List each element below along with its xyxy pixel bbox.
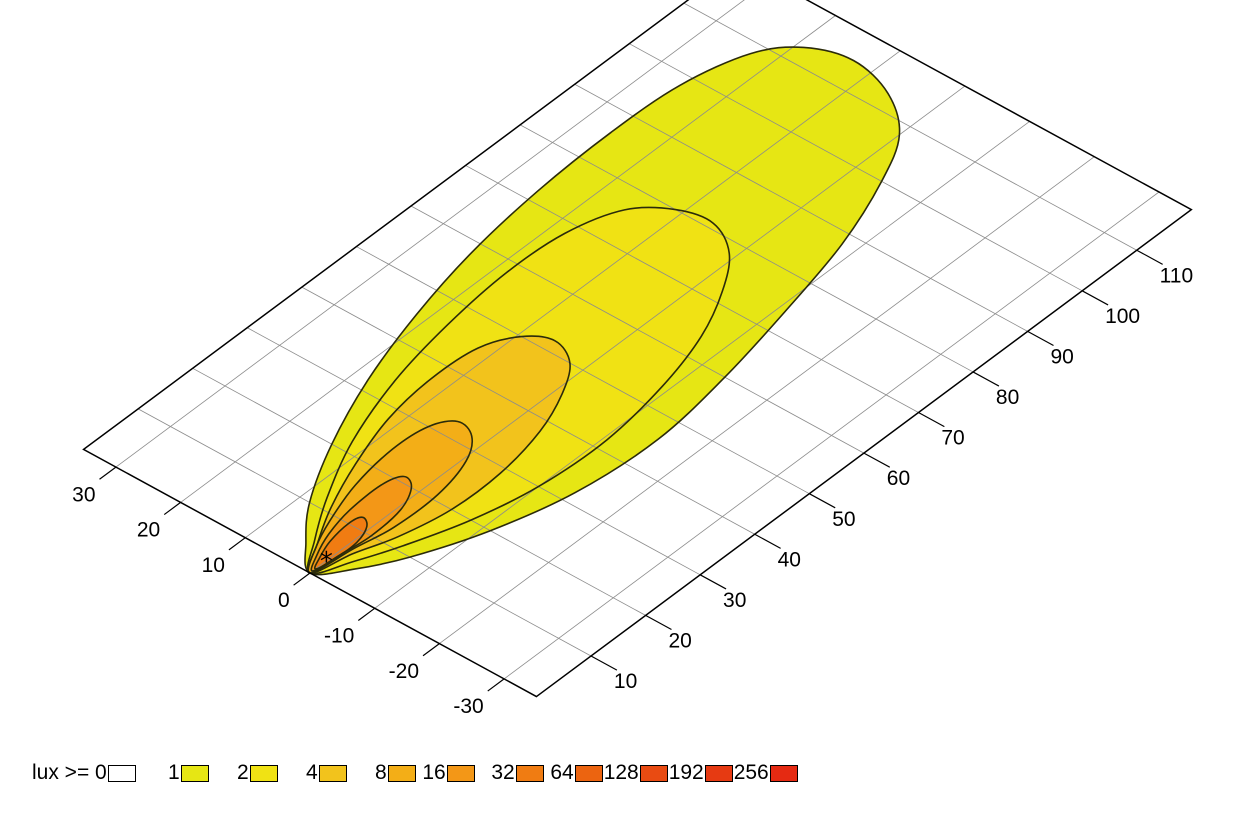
grid-line-y-0	[309, 85, 966, 574]
contour-line-32	[313, 516, 368, 570]
x-tick-40	[754, 533, 781, 549]
legend-label: 256	[733, 761, 769, 784]
legend-item: 16	[416, 761, 475, 785]
y-tick--30	[487, 678, 505, 692]
legend-swatch	[318, 764, 347, 782]
y-tick-30	[99, 466, 117, 480]
legend-item: 2	[209, 761, 278, 785]
grid-line-y-20	[180, 15, 836, 503]
grid-line-y-10	[245, 50, 901, 539]
y-tick-label: 10	[202, 554, 225, 577]
x-tick-90	[1027, 330, 1054, 347]
legend-swatch	[769, 764, 798, 782]
legend-swatch	[180, 764, 209, 782]
y-tick-label: 30	[72, 483, 95, 506]
x-tick-label: 80	[996, 386, 1019, 409]
legend-swatch	[704, 764, 733, 782]
x-tick-label: 20	[668, 630, 691, 653]
grid-line-y--30	[503, 191, 1160, 680]
grid-line-y--10	[374, 121, 1030, 609]
x-tick-100	[1081, 290, 1109, 306]
x-tick-20	[645, 614, 672, 631]
legend-item: 4	[278, 761, 347, 785]
legend-swatch-zero	[107, 764, 136, 782]
x-tick-label: 70	[941, 427, 964, 450]
legend-label: 128	[603, 761, 639, 784]
legend-label: 4	[306, 761, 318, 784]
x-tick-10	[590, 655, 618, 671]
contour-fill-32	[314, 517, 368, 569]
legend-label: 1	[168, 761, 180, 784]
x-tick-30	[699, 574, 727, 590]
grid-lines	[83, 0, 1192, 697]
legend-item: 64	[544, 761, 603, 785]
contour-line-2	[306, 206, 731, 575]
legend-swatch	[446, 764, 475, 782]
legend-item: 1	[136, 761, 209, 785]
source-marker-symbol: *	[320, 547, 333, 577]
legend-label: 64	[550, 761, 574, 784]
axes	[82, 0, 1193, 698]
plot-frame	[82, 0, 1193, 698]
legend-item: 256	[733, 761, 798, 785]
legend-label: 16	[422, 761, 446, 784]
x-tick-label: 10	[614, 670, 637, 693]
x-tick-80	[972, 371, 1000, 387]
contour-line-16	[310, 475, 413, 572]
contour-line-8	[306, 420, 474, 574]
y-tick--10	[357, 607, 376, 621]
y-tick-0	[293, 572, 311, 586]
x-tick-label: 30	[723, 589, 746, 612]
legend-item: 128	[603, 761, 668, 785]
legend-swatch	[249, 764, 278, 782]
legend-swatch	[639, 764, 668, 782]
y-tick-label: -30	[453, 695, 483, 718]
y-tick-20	[163, 501, 181, 516]
legend: lux >= 0 1 2 4 8 16 32 64 128 192 256	[32, 760, 798, 786]
x-tick-110	[1136, 249, 1163, 265]
x-tick-label: 90	[1051, 345, 1074, 368]
legend-label: 8	[375, 761, 387, 784]
legend-label: 2	[237, 761, 249, 784]
y-tick-10	[228, 537, 246, 551]
x-tick-70	[918, 411, 945, 428]
legend-swatch	[515, 764, 544, 782]
legend-swatch	[387, 764, 416, 782]
grid-line-y-30	[115, 0, 745, 468]
legend-item: 192	[668, 761, 733, 785]
y-tick-label: -10	[324, 624, 354, 647]
contour-line-4	[307, 335, 571, 574]
legend-swatch	[574, 764, 603, 782]
source-marker: *	[320, 547, 333, 577]
x-tick-label: 60	[887, 467, 910, 490]
x-tick-50	[809, 493, 836, 509]
x-tick-label: 40	[778, 548, 801, 571]
contour-outlines	[304, 46, 901, 576]
x-tick-label: 100	[1105, 305, 1140, 328]
y-tick-label: -20	[389, 660, 419, 683]
contour-line-1	[304, 46, 901, 576]
grid-line-y--20	[439, 156, 1095, 644]
legend-label: 192	[668, 761, 704, 784]
legend-item: 8	[347, 761, 416, 785]
y-tick--20	[422, 643, 440, 657]
x-tick-label: 50	[832, 508, 855, 531]
legend-label: 32	[491, 761, 515, 784]
legend-prefix: lux >= 0	[32, 761, 107, 784]
legend-item: 32	[475, 761, 544, 785]
contour-fills	[304, 47, 900, 575]
y-tick-label: 20	[137, 519, 160, 542]
x-tick-60	[863, 452, 891, 468]
y-tick-label: 0	[278, 589, 290, 612]
x-tick-label: 110	[1160, 264, 1193, 287]
isolux-chart: 1020304050607080901001103020100-10-20-30…	[72, 0, 1193, 718]
